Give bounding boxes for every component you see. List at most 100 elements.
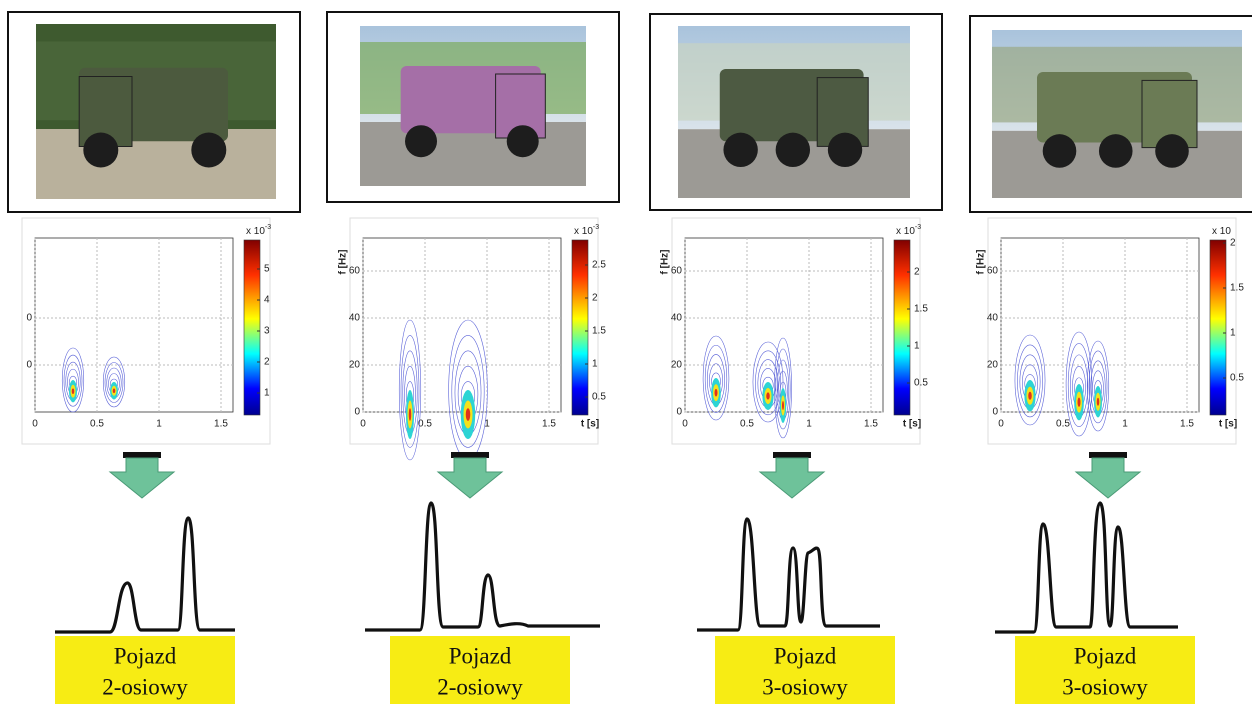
colorbar-tick-label: 4 (264, 295, 270, 306)
colorbar-exponent: x 10 (1212, 226, 1231, 237)
x-tick-label: 1 (1122, 419, 1128, 430)
colorbar-tick-label: 0.5 (1230, 373, 1244, 384)
vehicle-wheel (405, 125, 437, 157)
x-tick-label: 0.5 (740, 419, 754, 430)
vehicle-wheel (1155, 134, 1189, 168)
figure: 00.511.500x 10-312345Pojazd2-osiowy00.51… (0, 0, 1252, 704)
exponent-base: x 10 (246, 226, 265, 237)
arrow-cap (451, 452, 489, 458)
y-tick-label: 20 (349, 360, 361, 371)
contour-fill (409, 408, 412, 421)
plot-area (363, 238, 561, 412)
x-tick-label: 0.5 (90, 419, 104, 430)
y-tick-label: 20 (987, 360, 999, 371)
colorbar-tick-label: 1 (592, 359, 598, 370)
y-tick-label: 0 (26, 313, 32, 324)
vehicle-wheel (723, 133, 757, 167)
x-axis-label: t [s] (903, 419, 921, 430)
colorbar (894, 240, 910, 415)
y-tick-label: 60 (671, 266, 683, 277)
arrow (760, 458, 824, 498)
colorbar-tick-label: 0.5 (914, 378, 928, 389)
x-tick-label: 1.5 (214, 419, 228, 430)
contour-fill (782, 401, 784, 410)
waveform (365, 503, 600, 630)
contour-fill (1078, 398, 1081, 407)
x-tick-label: 0 (32, 419, 38, 430)
vehicle-wheel (1099, 134, 1133, 168)
vehicle-wheel (828, 133, 862, 167)
exponent-base: x 10 (1212, 226, 1231, 237)
arrow-cap (123, 452, 161, 458)
label-text: Pojazd (449, 643, 512, 668)
colorbar-tick-label: 1.5 (1230, 283, 1244, 294)
contour-fill (715, 389, 718, 397)
y-tick-label: 20 (671, 360, 683, 371)
contour-fill (1097, 398, 1100, 406)
y-tick-label: 0 (26, 360, 32, 371)
arrow (438, 458, 502, 498)
plot-area (35, 238, 233, 412)
contour-fill (1028, 392, 1032, 400)
colorbar-tick-label: 2 (914, 267, 920, 278)
x-axis-label: t [s] (1219, 419, 1237, 430)
y-tick-label: 60 (987, 266, 999, 277)
y-axis-label: f [Hz] (338, 250, 349, 275)
colorbar-tick-label: 2 (592, 293, 598, 304)
label-text: Pojazd (114, 643, 177, 668)
y-tick-label: 40 (987, 313, 999, 324)
arrow-cap (773, 452, 811, 458)
vehicle-wheel (191, 133, 226, 168)
x-tick-label: 1 (156, 419, 162, 430)
colorbar-tick-label: 2 (1230, 238, 1236, 249)
colorbar-tick-label: 1.5 (592, 326, 606, 337)
vehicle-wheel (1043, 134, 1077, 168)
x-tick-label: 1.5 (864, 419, 878, 430)
vehicle-wheel (776, 133, 810, 167)
x-tick-label: 0 (360, 419, 366, 430)
y-tick-label: 0 (354, 407, 360, 418)
x-axis-label: t [s] (581, 419, 599, 430)
x-tick-label: 1.5 (542, 419, 556, 430)
waveform (55, 518, 235, 632)
waveform (697, 519, 880, 630)
label-text: 2-osiowy (437, 674, 523, 699)
exponent-power: -3 (593, 224, 599, 231)
colorbar (572, 240, 588, 415)
y-tick-label: 40 (671, 313, 683, 324)
colorbar-tick-label: 1 (264, 388, 270, 399)
y-tick-label: 0 (992, 407, 998, 418)
colorbar-tick-label: 1 (1230, 328, 1236, 339)
arrow (110, 458, 174, 498)
colorbar-tick-label: 1.5 (914, 304, 928, 315)
colorbar-tick-label: 0.5 (592, 392, 606, 403)
exponent-base: x 10 (896, 226, 915, 237)
x-tick-label: 1.5 (1180, 419, 1194, 430)
arrow-cap (1089, 452, 1127, 458)
arrow (1076, 458, 1140, 498)
label-text: 3-osiowy (1062, 674, 1148, 699)
label-text: 3-osiowy (762, 674, 848, 699)
x-tick-label: 0 (682, 419, 688, 430)
colorbar (244, 240, 260, 415)
y-axis-label: f [Hz] (660, 250, 671, 275)
y-tick-label: 60 (349, 266, 361, 277)
colorbar-tick-label: 5 (264, 264, 270, 275)
vehicle-wheel (507, 125, 539, 157)
waveform (995, 503, 1178, 632)
colorbar-tick-label: 1 (914, 341, 920, 352)
label-text: Pojazd (1074, 643, 1137, 668)
colorbar-tick-label: 2.5 (592, 260, 606, 271)
y-tick-label: 0 (676, 407, 682, 418)
label-text: Pojazd (774, 643, 837, 668)
contour-fill (766, 392, 770, 399)
colorbar-tick-label: 2 (264, 357, 270, 368)
colorbar (1210, 240, 1226, 415)
exponent-power: -3 (265, 224, 271, 231)
y-axis-label: f [Hz] (976, 250, 987, 275)
exponent-base: x 10 (574, 226, 593, 237)
y-tick-label: 40 (349, 313, 361, 324)
